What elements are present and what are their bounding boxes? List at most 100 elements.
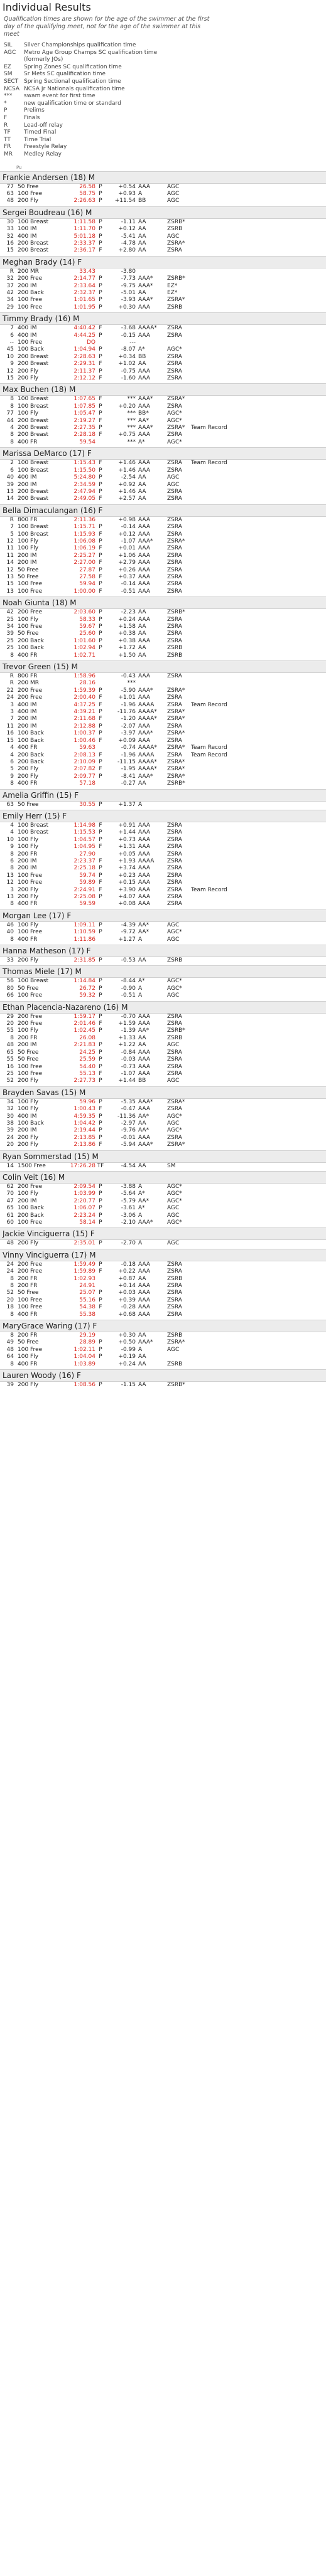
result-round: P	[99, 773, 102, 780]
result-event: 50 Free	[18, 985, 39, 992]
result-event: 100 Free	[18, 1304, 43, 1311]
result-place: 10	[6, 353, 14, 360]
result-note: Team Record	[191, 701, 227, 708]
result-row: 25 100 Free 55.13 F -1.07 AAA ZSRA	[0, 1071, 326, 1078]
result-event: 200 Back	[18, 751, 44, 758]
result-diff: -0.28	[121, 1304, 136, 1311]
result-standard: AA	[138, 609, 146, 616]
result-qual	[167, 268, 191, 275]
result-diff: ***	[127, 425, 136, 432]
swimmer-age: (15)	[73, 1152, 90, 1161]
result-round: P	[99, 332, 102, 339]
result-row: 30 100 Breast 1:11.58 P -1.11 AA ZSRB*	[0, 219, 326, 226]
swimmer-block: Frankie Andersen (18) M 77 50 Free 26.58 P +0…	[0, 171, 326, 205]
page-title: Individual Results	[3, 1, 91, 13]
result-round: P	[99, 467, 102, 474]
result-diff: +0.98	[118, 516, 136, 523]
result-qual: ZSRA	[167, 1290, 182, 1296]
swimmer-name: Brayden Savas	[3, 1088, 59, 1097]
result-qual: ZSRB*	[167, 1027, 185, 1034]
result-round: P	[99, 687, 102, 694]
result-standard: AAA	[138, 368, 150, 374]
result-diff: -7.73	[121, 275, 136, 282]
result-row: 8 200 IM 2:25.18 P +3.74 AAA ZSRA	[0, 865, 326, 872]
result-event: 50 Free	[18, 566, 39, 573]
result-event: 200 IM	[18, 865, 37, 872]
result-diff: +0.19	[118, 1354, 136, 1360]
result-event: 200 FR	[18, 851, 38, 857]
result-round: P	[99, 921, 102, 928]
swimmer-name: Jackie Vinciguerra	[3, 1229, 70, 1239]
result-row: 39 200 Fly 1:08.56 P -1.15 AA ZSRB*	[0, 1382, 326, 1389]
result-standard: AA	[138, 474, 146, 481]
result-event: 100 Back	[18, 645, 44, 652]
result-row: 25 100 Back 1:02.94 P +1.72 AA ZSRB	[0, 645, 326, 652]
result-qual: ZSRA	[167, 751, 182, 758]
result-event: 200 Breast	[18, 425, 48, 432]
result-row: 77 100 Fly 1:05.47 P *** BB* AGC*	[0, 410, 326, 417]
legend-row: (formerly JOs)	[4, 56, 326, 64]
result-row: 15 200 Breast 2:36.17 F +2.80 AA ZSRA	[0, 247, 326, 254]
result-diff: +1.44	[118, 829, 136, 836]
result-diff: -5.79	[121, 1197, 136, 1204]
result-qual: ZSRA	[167, 851, 182, 857]
result-round	[95, 936, 106, 943]
result-row: 8 200 FR 26.08 +1.33 AA ZSRB	[0, 1035, 326, 1042]
result-round: P	[99, 985, 102, 992]
result-time: 1:07.85	[73, 403, 95, 410]
result-qual: ZSRA	[167, 524, 182, 531]
result-time: 1:10.59	[73, 929, 95, 936]
swimmer-name: Meghan Brady	[3, 257, 57, 267]
result-time: 2:11.37	[73, 368, 95, 374]
result-event: 200 Breast	[18, 432, 48, 438]
result-event: 50 Free	[18, 573, 39, 580]
result-qual: AGC	[167, 1120, 180, 1126]
result-standard: BB	[138, 1078, 146, 1084]
result-row: 65 100 Back 1:06.07 P -3.61 A* AGC	[0, 1205, 326, 1212]
result-standard: AAA	[138, 545, 150, 552]
result-diff: -1.96	[121, 701, 136, 708]
result-row: 8 400 FR 1:11.86 +1.27 A AGC	[0, 936, 326, 943]
result-place: 11	[6, 552, 14, 559]
result-time: 55.16	[79, 1296, 95, 1303]
result-diff: +0.05	[118, 851, 136, 857]
result-row: 8 200 FR 1:02.93 +0.87 AA ZSRB	[0, 1276, 326, 1283]
result-row: 60 100 Free 58.14 P -2.10 AAA* AGC*	[0, 1219, 326, 1226]
result-place: 25	[6, 616, 14, 623]
result-time: 1:15.71	[73, 524, 95, 531]
result-time: 26.58	[79, 183, 95, 190]
result-diff: -5.35	[121, 1098, 136, 1105]
result-round: F	[99, 496, 102, 502]
result-diff: +1.01	[118, 694, 136, 701]
result-place: 55	[6, 1056, 14, 1063]
legend-code: SIL	[4, 42, 13, 48]
result-place: 8	[10, 1360, 14, 1367]
result-event: 50 Free	[18, 183, 39, 190]
result-standard: AAA	[138, 894, 150, 900]
result-place: 11	[6, 545, 14, 552]
result-place: 34	[6, 297, 14, 304]
result-time: 2:27.35	[73, 425, 95, 432]
result-event: 200 Free	[18, 694, 43, 701]
result-event: 100 Fly	[18, 1027, 39, 1034]
result-time: 2:49.05	[73, 496, 95, 502]
result-diff: -9.76	[121, 1127, 136, 1134]
swimmer-name-header: Jackie Vinciguerra (15) F	[0, 1227, 326, 1241]
result-place: 39	[6, 630, 14, 637]
legend-desc: new qualification time or standard	[24, 100, 121, 107]
result-round: P	[99, 836, 102, 843]
result-qual: AGC	[167, 1346, 180, 1353]
result-place: 13	[6, 573, 14, 580]
result-round: P	[99, 1346, 102, 1353]
result-diff: -2.10	[121, 1219, 136, 1226]
result-row: 8 200 FR 24.91 +0.14 AAA ZSRA	[0, 1283, 326, 1290]
result-event: 100 Breast	[18, 403, 48, 410]
swimmer-name-header: Max Buchen (18) M	[0, 383, 326, 396]
swimmer-age: (17)	[48, 911, 65, 920]
result-row: 66 100 Free 59.32 P -0.51 A AGC	[0, 992, 326, 999]
result-place: 24	[6, 1261, 14, 1268]
swimmer-sex: M	[92, 1152, 99, 1161]
swimmer-name: Thomas Miele	[3, 967, 55, 977]
result-place: 60	[6, 1219, 14, 1226]
swimmer-sex: M	[89, 1250, 96, 1259]
